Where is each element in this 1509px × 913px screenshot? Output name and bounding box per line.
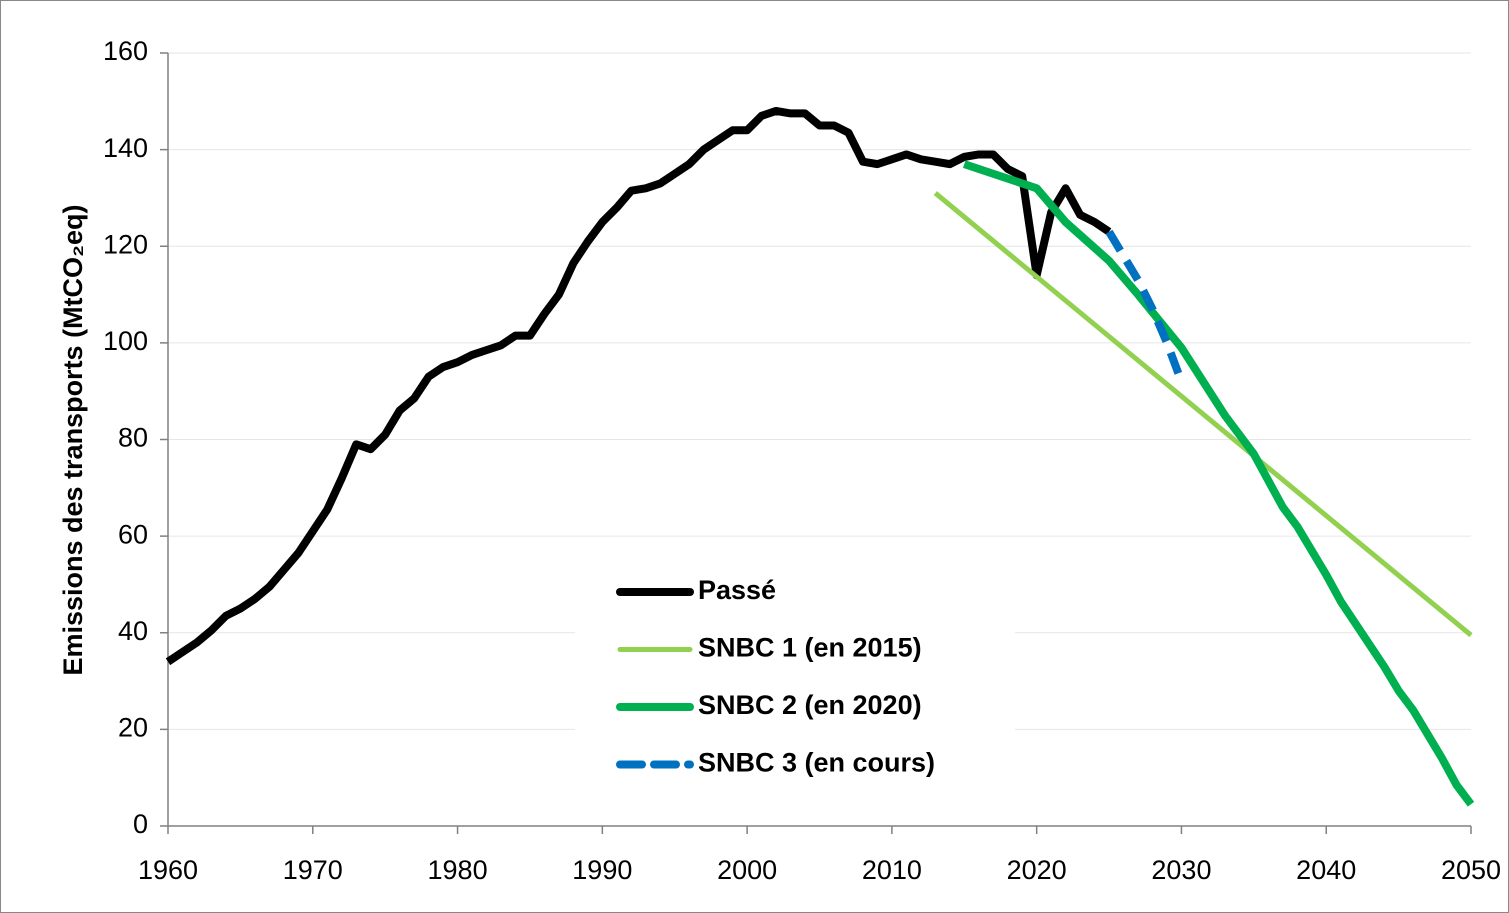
y-tick-label: 160 <box>103 36 148 66</box>
series-line <box>933 191 1473 638</box>
x-tick-label: 1980 <box>428 855 488 885</box>
series-line <box>165 106 1112 666</box>
x-tick-label: 1970 <box>283 855 343 885</box>
legend-label: Passé <box>698 575 776 605</box>
y-tick-label: 20 <box>118 713 148 743</box>
series-line <box>1105 229 1186 383</box>
x-tick-label: 2040 <box>1296 855 1356 885</box>
x-tick-label: 1960 <box>138 855 198 885</box>
y-tick-label: 140 <box>103 133 148 163</box>
y-tick-label: 60 <box>118 519 148 549</box>
x-tick-label: 2020 <box>1007 855 1067 885</box>
y-tick-label: 80 <box>118 423 148 453</box>
legend-label: SNBC 2 (en 2020) <box>698 690 922 720</box>
x-tick-label: 2010 <box>862 855 922 885</box>
legend-label: SNBC 3 (en cours) <box>698 748 935 778</box>
x-tick-label: 2030 <box>1151 855 1211 885</box>
y-tick-label: 120 <box>103 229 148 259</box>
y-tick-label: 100 <box>103 326 148 356</box>
legend-label: SNBC 1 (en 2015) <box>698 633 922 663</box>
series-line <box>963 160 1475 807</box>
y-axis-title: Emissions des transports (MtCO₂eq) <box>58 204 88 675</box>
y-tick-label: 40 <box>118 616 148 646</box>
legend-box <box>575 562 1015 794</box>
x-tick-label: 1990 <box>572 855 632 885</box>
y-tick-label: 0 <box>133 809 148 839</box>
x-tick-label: 2000 <box>717 855 777 885</box>
x-tick-label: 2050 <box>1441 855 1501 885</box>
